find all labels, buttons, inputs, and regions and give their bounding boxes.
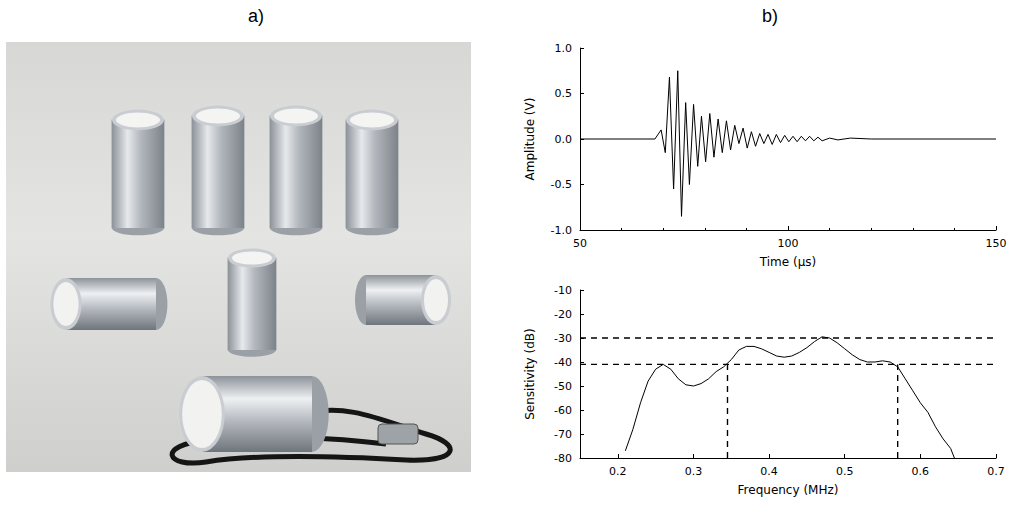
svg-text:Frequency (MHz): Frequency (MHz) <box>738 483 839 497</box>
svg-text:-80: -80 <box>554 452 572 465</box>
svg-text:0.6: 0.6 <box>912 465 930 478</box>
svg-text:-20: -20 <box>554 308 572 321</box>
svg-text:-50: -50 <box>554 380 572 393</box>
svg-text:150: 150 <box>986 237 1007 250</box>
svg-text:0.2: 0.2 <box>609 465 627 478</box>
svg-text:Time (µs): Time (µs) <box>759 255 816 269</box>
svg-text:0.0: 0.0 <box>555 133 573 146</box>
svg-text:-30: -30 <box>554 332 572 345</box>
svg-text:0.7: 0.7 <box>987 465 1005 478</box>
svg-text:-60: -60 <box>554 404 572 417</box>
html-text:b): b) <box>762 6 778 26</box>
svg-text:-70: -70 <box>554 428 572 441</box>
svg-text:-1.0: -1.0 <box>551 224 572 237</box>
svg-text:0.5: 0.5 <box>555 87 573 100</box>
svg-text:-0.5: -0.5 <box>551 178 572 191</box>
html-text:a): a) <box>248 6 264 26</box>
svg-text:Sensitivity (dB): Sensitivity (dB) <box>523 328 537 420</box>
svg-text:0.4: 0.4 <box>760 465 778 478</box>
svg-text:50: 50 <box>573 237 587 250</box>
svg-text:Amplitude (V): Amplitude (V) <box>523 98 537 181</box>
svg-text:-10: -10 <box>554 284 572 297</box>
svg-text:100: 100 <box>778 237 799 250</box>
svg-text:0.5: 0.5 <box>836 465 854 478</box>
svg-text:1.0: 1.0 <box>555 42 573 55</box>
svg-text:0.3: 0.3 <box>685 465 703 478</box>
svg-text:-40: -40 <box>554 356 572 369</box>
